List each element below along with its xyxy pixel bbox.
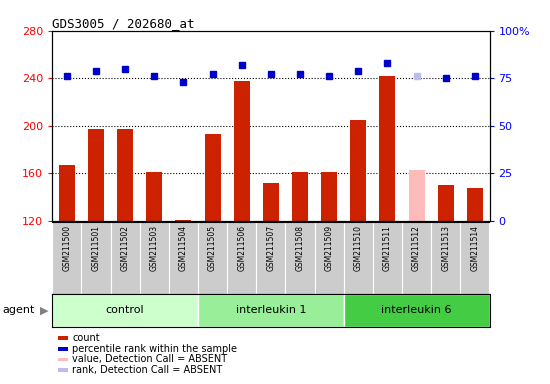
Text: GSM211510: GSM211510 [354, 225, 363, 271]
Bar [198, 222, 227, 294]
Text: GSM211503: GSM211503 [150, 225, 159, 271]
Text: GSM211508: GSM211508 [295, 225, 305, 271]
Bar [234, 81, 250, 221]
Text: GSM211514: GSM211514 [470, 225, 480, 271]
Text: GSM211502: GSM211502 [120, 225, 130, 271]
Bar [52, 222, 81, 294]
Bar [460, 222, 490, 294]
Bar [431, 222, 460, 294]
Text: GSM211506: GSM211506 [237, 225, 246, 271]
Bar [256, 222, 285, 294]
Bar [373, 222, 402, 294]
Bar [285, 222, 315, 294]
Bar [146, 172, 162, 221]
Text: GSM211513: GSM211513 [441, 225, 450, 271]
Bar [81, 222, 111, 294]
Text: GDS3005 / 202680_at: GDS3005 / 202680_at [52, 17, 195, 30]
Bar [88, 129, 104, 221]
Text: interleukin 1: interleukin 1 [235, 305, 306, 316]
Bar [140, 222, 169, 294]
Bar [315, 222, 344, 294]
Bar [52, 294, 198, 327]
Bar [438, 185, 454, 221]
Bar [409, 170, 425, 221]
Text: GSM211509: GSM211509 [324, 225, 334, 271]
Bar [169, 222, 198, 294]
Text: value, Detection Call = ABSENT: value, Detection Call = ABSENT [72, 354, 227, 364]
Bar [402, 222, 431, 294]
Bar [117, 129, 133, 221]
Text: GSM211511: GSM211511 [383, 225, 392, 271]
Text: GSM211512: GSM211512 [412, 225, 421, 271]
Text: ▶: ▶ [40, 305, 48, 316]
Bar [205, 134, 221, 221]
Text: percentile rank within the sample: percentile rank within the sample [72, 344, 237, 354]
Bar [344, 222, 373, 294]
Bar [175, 220, 191, 221]
Bar [292, 172, 308, 221]
Text: GSM211501: GSM211501 [91, 225, 101, 271]
Bar [344, 294, 490, 327]
Text: control: control [106, 305, 145, 316]
Bar [227, 222, 256, 294]
Text: interleukin 6: interleukin 6 [381, 305, 452, 316]
Text: count: count [72, 333, 100, 343]
Bar [263, 183, 279, 221]
Text: agent: agent [3, 305, 35, 316]
Text: GSM211500: GSM211500 [62, 225, 72, 271]
Text: GSM211505: GSM211505 [208, 225, 217, 271]
Bar [111, 222, 140, 294]
Text: rank, Detection Call = ABSENT: rank, Detection Call = ABSENT [72, 365, 222, 375]
Bar [350, 120, 366, 221]
Text: GSM211507: GSM211507 [266, 225, 276, 271]
Bar [321, 172, 337, 221]
Bar [59, 165, 75, 221]
Bar [379, 76, 395, 221]
Bar [467, 187, 483, 221]
Bar [198, 294, 344, 327]
Text: GSM211504: GSM211504 [179, 225, 188, 271]
